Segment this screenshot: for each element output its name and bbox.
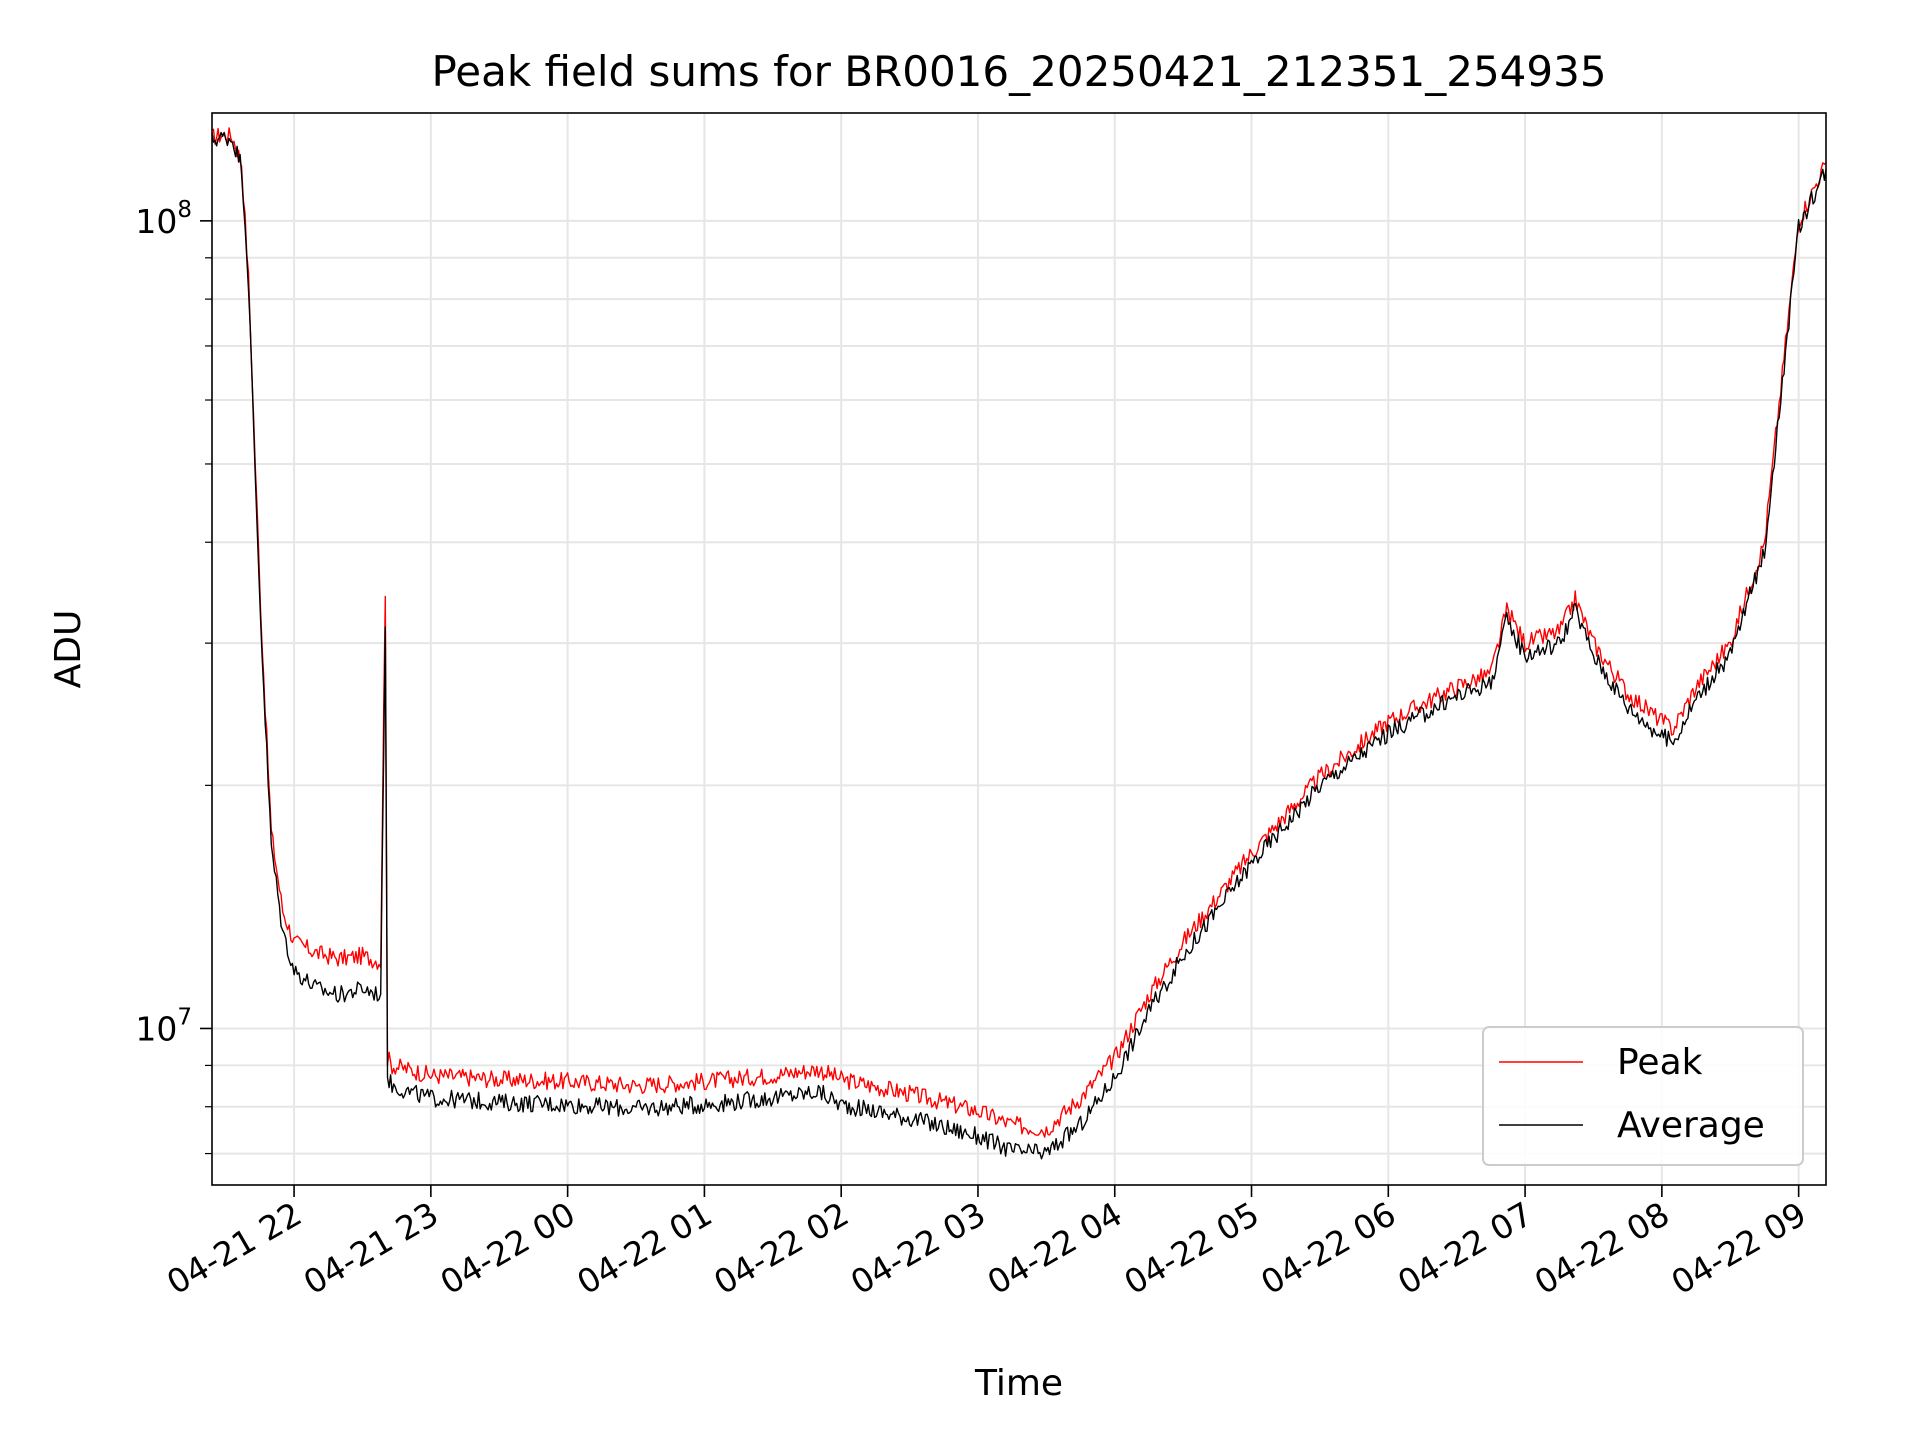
- legend: Peak Average: [1482, 1026, 1804, 1166]
- chart-title: Peak field sums for BR0016_20250421_2123…: [431, 47, 1606, 96]
- series-line-peak: [211, 127, 1827, 1138]
- x-axis-label: Time: [974, 1363, 1063, 1404]
- y-tick-base: 10: [135, 1009, 177, 1048]
- y-tick-exponent: 7: [177, 1004, 192, 1030]
- y-tick-exponent: 8: [177, 197, 192, 223]
- series-line-average: [211, 131, 1827, 1160]
- legend-label-average: Average: [1617, 1105, 1765, 1146]
- y-tick-label: 108: [135, 197, 192, 241]
- plot-frame: [211, 112, 1827, 1186]
- y-tick-label: 107: [135, 1004, 192, 1048]
- series-lines: [211, 127, 1827, 1160]
- y-tick-base: 10: [135, 202, 177, 241]
- legend-label-peak: Peak: [1617, 1042, 1703, 1083]
- y-axis-label: ADU: [48, 610, 89, 689]
